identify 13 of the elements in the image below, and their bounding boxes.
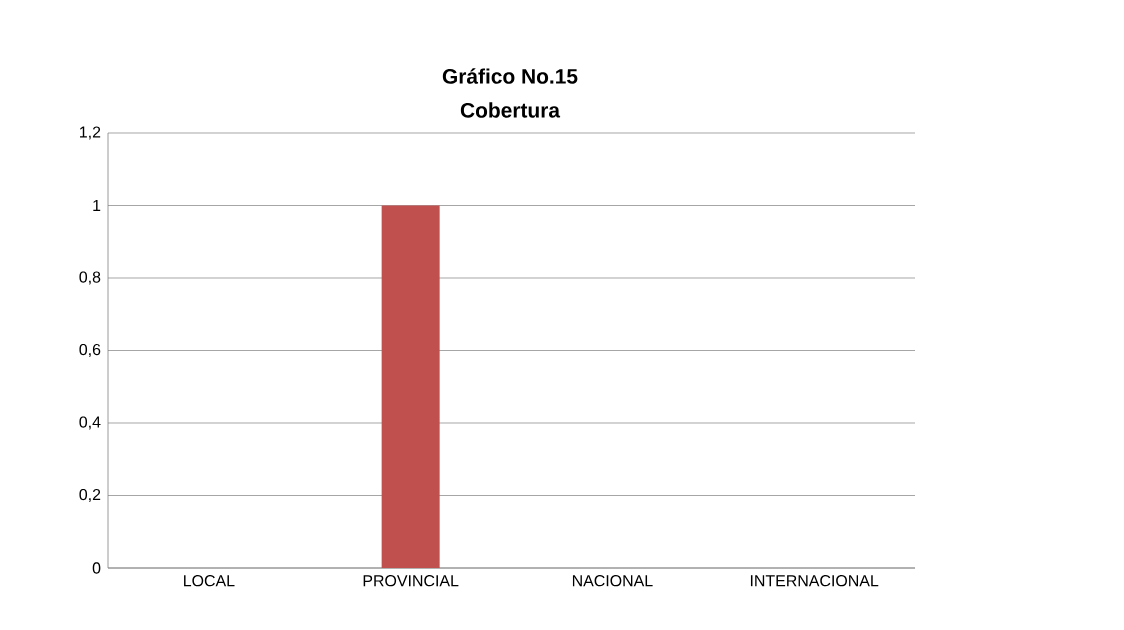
chart-title: Gráfico No.15 — [442, 68, 578, 84]
x-tick-label: INTERNACIONAL — [750, 575, 879, 587]
y-tick-label: 1 — [93, 200, 101, 211]
x-tick-label: NACIONAL — [572, 575, 653, 587]
x-tick-label: LOCAL — [184, 575, 235, 587]
chart-subtitle: Cobertura — [460, 102, 561, 118]
x-tick-label: PROVINCIAL — [363, 575, 459, 587]
y-tick-label: 0,8 — [79, 271, 101, 285]
y-tick-label: 0,4 — [79, 416, 101, 430]
y-tick-label: 0,2 — [79, 488, 101, 503]
y-tick-label: 0 — [92, 562, 101, 574]
y-tick-label: 1,2 — [80, 126, 101, 140]
y-tick-label: 0,6 — [79, 343, 101, 358]
